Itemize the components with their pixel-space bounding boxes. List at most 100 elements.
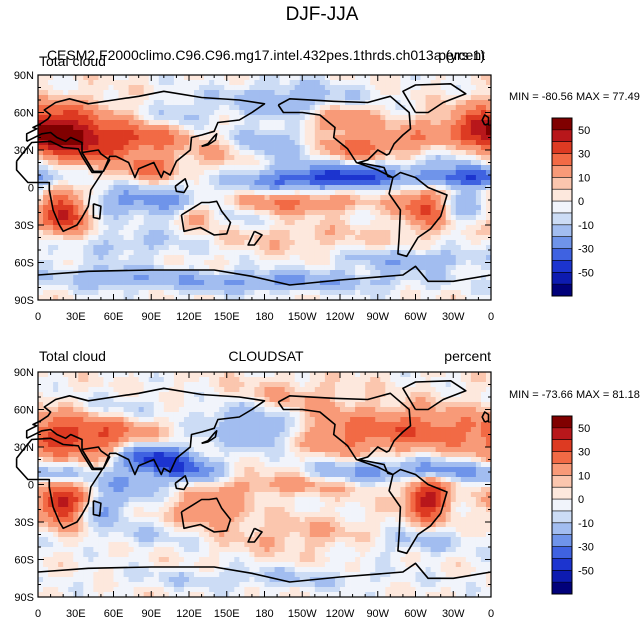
- field-cell: [194, 75, 200, 81]
- field-cell: [53, 270, 59, 276]
- field-cell: [385, 75, 391, 81]
- field-cell: [194, 90, 200, 96]
- field-cell: [153, 295, 160, 301]
- field-cell: [269, 225, 275, 231]
- field-cell: [385, 135, 391, 141]
- field-cell: [189, 255, 195, 261]
- field-cell: [400, 382, 406, 388]
- field-cell: [395, 150, 401, 156]
- field-cell: [259, 190, 265, 196]
- field-cell: [284, 225, 291, 231]
- field-cell: [264, 240, 270, 246]
- field-cell: [199, 397, 205, 403]
- field-cell: [455, 285, 462, 291]
- field-cell: [189, 285, 195, 291]
- field-cell: [345, 110, 351, 116]
- field-cell: [168, 200, 175, 206]
- field-cell: [158, 260, 165, 266]
- field-cell: [475, 120, 482, 126]
- field-cell: [68, 290, 74, 296]
- field-cell: [420, 260, 426, 266]
- field-cell: [148, 200, 155, 206]
- field-cell: [470, 130, 477, 136]
- field-cell: [355, 210, 361, 216]
- field-cell: [123, 190, 129, 196]
- field-cell: [73, 240, 79, 246]
- field-cell: [345, 235, 351, 241]
- field-cell: [98, 130, 104, 136]
- field-cell: [259, 245, 265, 251]
- field-cell: [168, 185, 175, 191]
- field-cell: [470, 265, 477, 271]
- field-cell: [168, 95, 175, 101]
- field-cell: [420, 105, 426, 111]
- field-cell: [314, 407, 321, 413]
- field-cell: [93, 387, 99, 393]
- field-cell: [355, 140, 361, 146]
- field-cell: [460, 275, 467, 281]
- field-cell: [410, 195, 416, 201]
- field-cell: [229, 382, 235, 388]
- field-cell: [284, 180, 291, 186]
- field-cell: [73, 290, 79, 296]
- field-cell: [365, 155, 371, 161]
- field-cell: [485, 100, 492, 106]
- field-cell: [118, 260, 124, 266]
- field-cell: [229, 95, 235, 101]
- field-cell: [269, 135, 275, 141]
- field-cell: [234, 387, 240, 393]
- field-cell: [440, 130, 447, 136]
- field-cell: [123, 125, 129, 131]
- field-cell: [214, 95, 220, 101]
- field-cell: [38, 225, 44, 231]
- field-cell: [199, 115, 205, 121]
- field-cell: [355, 295, 361, 301]
- field-cell: [445, 285, 452, 291]
- field-cell: [194, 382, 200, 388]
- field-cell: [420, 170, 426, 176]
- field-cell: [43, 75, 49, 81]
- field-cell: [440, 280, 447, 286]
- field-cell: [385, 295, 391, 301]
- field-cell: [435, 200, 442, 206]
- field-cell: [375, 150, 381, 156]
- field-cell: [400, 185, 406, 191]
- field-cell: [289, 170, 296, 176]
- field-cell: [199, 180, 205, 186]
- field-cell: [445, 145, 452, 151]
- field-cell: [43, 195, 49, 201]
- field-cell: [83, 382, 89, 388]
- field-cell: [48, 290, 54, 296]
- field-cell: [455, 250, 462, 256]
- field-cell: [345, 407, 351, 413]
- field-cell: [289, 135, 296, 141]
- field-cell: [279, 407, 286, 413]
- field-cell: [178, 95, 185, 101]
- field-cell: [319, 140, 326, 146]
- field-cell: [365, 95, 371, 101]
- field-cell: [219, 250, 225, 256]
- field-cell: [153, 392, 160, 398]
- field-cell: [395, 160, 401, 166]
- field-cell: [284, 175, 291, 181]
- field-cell: [415, 225, 421, 231]
- field-cell: [350, 392, 356, 398]
- field-cell: [390, 200, 396, 206]
- field-cell: [38, 130, 44, 136]
- field-cell: [113, 75, 119, 81]
- field-cell: [400, 245, 406, 251]
- field-cell: [58, 387, 64, 393]
- field-cell: [249, 175, 255, 181]
- field-cell: [365, 280, 371, 286]
- field-cell: [299, 195, 306, 201]
- field-cell: [239, 215, 245, 221]
- field-cell: [239, 85, 245, 91]
- field-cell: [340, 245, 346, 251]
- field-cell: [53, 95, 59, 101]
- field-cell: [183, 392, 190, 398]
- field-cell: [284, 170, 291, 176]
- field-cell: [138, 130, 145, 136]
- field-cell: [118, 382, 124, 388]
- field-cell: [143, 377, 150, 383]
- field-cell: [73, 110, 79, 116]
